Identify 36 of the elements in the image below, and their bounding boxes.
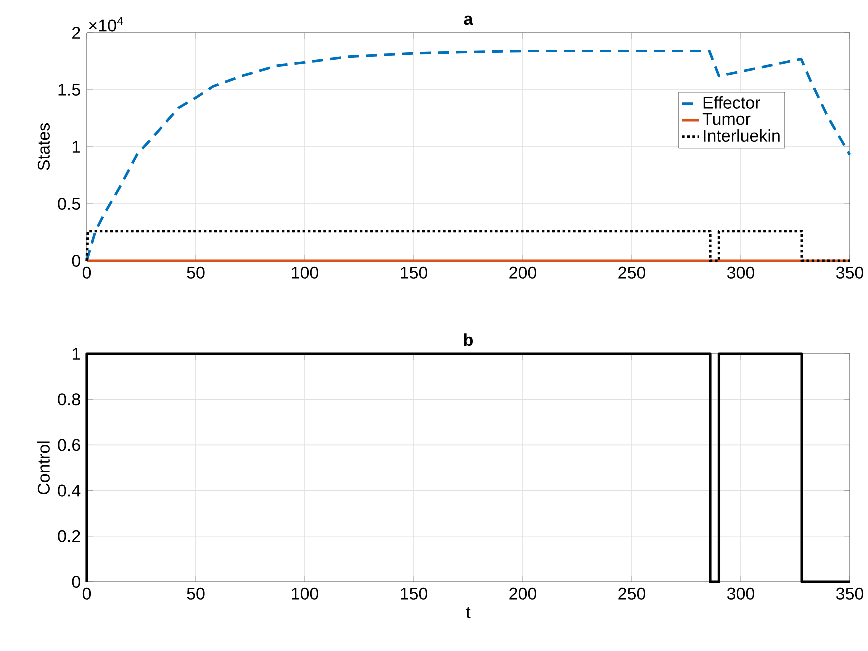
y-tick-label: 1 xyxy=(72,348,80,360)
x-tick-label: 50 xyxy=(187,266,205,279)
x-tick-label: 350 xyxy=(836,588,864,600)
text: ×10$^{4}$ xyxy=(89,17,124,32)
x-tick-label: 50 xyxy=(187,588,205,600)
y-tick-label: 0.5 xyxy=(58,198,80,210)
chart-title: a xyxy=(464,16,474,26)
y-tick-label: 2 xyxy=(72,27,80,39)
x-tick-label: 250 xyxy=(618,266,646,279)
x-tick-label: 0 xyxy=(82,588,92,600)
x-tick-label: 250 xyxy=(618,588,646,600)
legend-label: Interluekin xyxy=(704,130,780,142)
y-tick-label: 0.4 xyxy=(58,484,81,497)
legend-label: Effector xyxy=(704,96,761,109)
chart-title: b xyxy=(464,334,473,346)
y-axis-title: States xyxy=(38,124,50,170)
x-tick-label: 200 xyxy=(510,266,537,279)
y-axis-title: Control xyxy=(37,442,50,495)
x-tick-label: 150 xyxy=(401,588,428,600)
y-tick-label: 1 xyxy=(72,141,80,153)
y-tick-label: 0 xyxy=(72,254,80,268)
x-tick-label: 300 xyxy=(727,588,755,600)
y-tick-label: 1.5 xyxy=(58,84,80,96)
legend-label: Tumor xyxy=(702,113,751,126)
y-tick-label: 0.2 xyxy=(58,530,80,542)
x-tick-label: 150 xyxy=(401,266,428,279)
y-tick-label: 0.6 xyxy=(58,439,80,452)
x-tick-label: 350 xyxy=(836,266,864,279)
x-tick-label: 100 xyxy=(292,588,319,600)
y-tick-label: 0 xyxy=(72,576,80,588)
x-axis-title: t xyxy=(466,607,471,619)
x-tick-label: 300 xyxy=(727,266,755,279)
x-tick-label: 100 xyxy=(292,266,319,279)
x-tick-label: 0 xyxy=(82,266,92,279)
y-tick-label: 0.8 xyxy=(58,394,80,406)
x-tick-label: 200 xyxy=(510,588,537,600)
